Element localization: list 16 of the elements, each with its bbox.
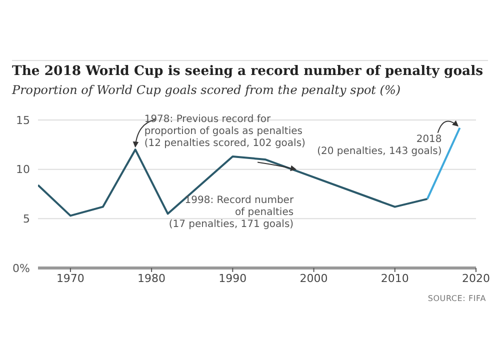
annotation: 1998: Record number of penalties (17 penalties, 171 goals) xyxy=(168,195,294,232)
x-tick-label: 2000 xyxy=(300,272,328,285)
chart-subtitle: Proportion of World Cup goals scored from the penalty spot (%) xyxy=(12,83,401,97)
chart-title: The 2018 World Cup is seeing a record number of penalty goals xyxy=(12,64,484,79)
x-tick-label: 1970 xyxy=(56,272,84,285)
annotation: 2018 (20 penalties, 143 goals) xyxy=(317,134,442,158)
y-tick-label: 0% xyxy=(12,262,30,275)
x-tick-label: 2020 xyxy=(462,272,490,285)
annotation: 1978: Previous record for proportion of goals as penalties (12 penalties scored, 102 goals) xyxy=(144,114,306,150)
x-tick-label: 2010 xyxy=(380,272,409,285)
source-note: SOURCE: FIFA xyxy=(428,294,486,303)
y-tick-label: 15 xyxy=(16,114,30,127)
x-tick-label: 1990 xyxy=(218,272,247,285)
x-tick-label: 1980 xyxy=(138,272,166,285)
y-tick-label: 5 xyxy=(23,212,30,226)
y-tick-label: 10 xyxy=(16,163,30,176)
